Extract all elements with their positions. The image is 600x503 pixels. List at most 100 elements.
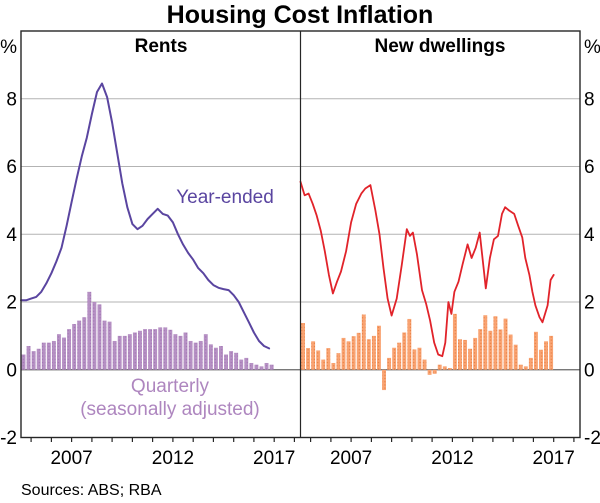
bar bbox=[26, 346, 31, 370]
bar bbox=[36, 348, 41, 370]
bar bbox=[412, 349, 417, 370]
bar-label-quarterly: Quarterly bbox=[130, 376, 210, 397]
bar bbox=[158, 327, 163, 370]
bar bbox=[341, 337, 346, 370]
bar bbox=[163, 327, 168, 370]
bar bbox=[331, 362, 336, 370]
bar bbox=[483, 315, 488, 370]
bar bbox=[82, 317, 87, 370]
bar bbox=[361, 314, 366, 370]
bar bbox=[432, 369, 437, 374]
bar bbox=[356, 332, 361, 370]
bar bbox=[143, 329, 147, 370]
bar bbox=[107, 321, 112, 370]
y-tick-label-left: 8 bbox=[6, 89, 17, 110]
bar bbox=[417, 347, 422, 370]
bar bbox=[234, 352, 239, 370]
bar bbox=[513, 344, 518, 370]
x-tick-label: 2007 bbox=[50, 448, 92, 469]
bar bbox=[67, 329, 72, 370]
y-axis-unit-left: % bbox=[0, 37, 17, 58]
bar bbox=[382, 369, 386, 391]
new-dwellings-bars bbox=[301, 313, 554, 391]
y-tick-label-left: 2 bbox=[6, 293, 17, 314]
bar bbox=[178, 335, 183, 370]
bar bbox=[41, 342, 46, 370]
x-tick-label: 2007 bbox=[330, 448, 372, 469]
bar bbox=[259, 366, 264, 370]
bar bbox=[518, 364, 523, 370]
bar bbox=[549, 335, 554, 370]
line-label-year-ended: Year-ended bbox=[176, 187, 274, 208]
bar bbox=[392, 347, 397, 370]
bar bbox=[387, 357, 392, 370]
bar bbox=[493, 316, 498, 370]
bar bbox=[397, 342, 402, 370]
bar bbox=[138, 330, 142, 370]
x-tick-label: 2017 bbox=[533, 448, 575, 469]
bar bbox=[132, 332, 137, 370]
bar bbox=[488, 330, 493, 370]
bar bbox=[148, 329, 153, 370]
bar bbox=[92, 302, 97, 370]
panel-title-rents: Rents bbox=[134, 36, 188, 57]
bar bbox=[97, 304, 102, 370]
bar bbox=[503, 318, 508, 370]
bar bbox=[153, 329, 158, 370]
new-dwellings-line bbox=[299, 180, 555, 358]
bar bbox=[249, 362, 254, 370]
bar bbox=[254, 364, 259, 370]
bar bbox=[193, 342, 198, 370]
x-tick-label: 2012 bbox=[431, 448, 473, 469]
bar bbox=[112, 340, 117, 370]
bar bbox=[173, 334, 178, 370]
bar bbox=[72, 324, 77, 370]
bar bbox=[463, 339, 467, 370]
bar bbox=[346, 341, 351, 370]
bar bbox=[528, 357, 533, 370]
bar bbox=[117, 335, 122, 370]
bar bbox=[56, 334, 61, 370]
bar bbox=[402, 332, 407, 370]
rents-line bbox=[20, 82, 271, 350]
x-tick-label: 2012 bbox=[152, 448, 194, 469]
bar bbox=[51, 340, 56, 370]
bar bbox=[468, 348, 473, 370]
bar bbox=[473, 337, 478, 370]
y-tick-label-right: 4 bbox=[584, 225, 595, 246]
sources-note: Sources: ABS; RBA bbox=[21, 482, 162, 499]
bar bbox=[306, 348, 311, 370]
bar bbox=[544, 341, 548, 370]
bar bbox=[224, 354, 228, 370]
bar bbox=[407, 318, 412, 370]
bar bbox=[452, 313, 457, 370]
bar bbox=[377, 325, 381, 370]
bar bbox=[427, 369, 432, 375]
bar bbox=[219, 346, 223, 370]
y-tick-label-left: 6 bbox=[6, 157, 17, 178]
rents-bars bbox=[21, 291, 274, 370]
y-tick-label-right: 8 bbox=[584, 89, 595, 110]
bar bbox=[447, 368, 452, 370]
y-tick-label-right: 2 bbox=[584, 293, 595, 314]
bar bbox=[229, 351, 234, 370]
bar bbox=[198, 340, 203, 370]
bar bbox=[539, 349, 543, 370]
y-axis-unit-right: % bbox=[584, 37, 600, 58]
bar bbox=[203, 334, 208, 370]
bar bbox=[21, 354, 26, 370]
bar bbox=[523, 366, 528, 370]
bar bbox=[311, 341, 316, 370]
bar bbox=[102, 320, 107, 370]
bar bbox=[301, 323, 305, 370]
x-tick-label: 2017 bbox=[253, 448, 295, 469]
bar bbox=[62, 337, 66, 370]
bar bbox=[183, 332, 188, 370]
bar bbox=[351, 336, 356, 370]
bar bbox=[422, 359, 427, 370]
y-tick-label-left: 4 bbox=[6, 225, 17, 246]
bar bbox=[437, 364, 442, 370]
bar bbox=[321, 359, 326, 370]
bar bbox=[533, 331, 538, 370]
